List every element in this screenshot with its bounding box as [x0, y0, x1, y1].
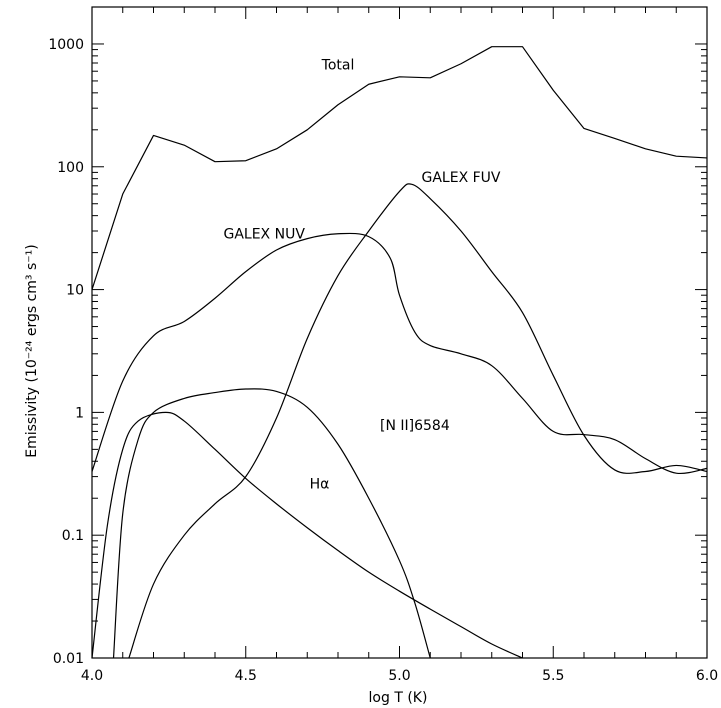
- x-axis-label: log T (K): [369, 690, 428, 706]
- x-tick-label: 5.0: [388, 668, 410, 684]
- axis-ticks: 4.0 4.5 5.0 5.5 6.0 0.01 0.1 1 10 100 1000: [48, 6, 718, 684]
- x-tick-label: 5.5: [542, 668, 564, 684]
- y-tick-label: 0.1: [62, 528, 84, 544]
- label-total: Total: [321, 57, 355, 73]
- curve-labels: Total GALEX FUV GALEX NUV [N II]6584 Hα: [223, 57, 500, 492]
- y-tick-label: 1000: [48, 37, 84, 53]
- y-tick-label: 10: [66, 283, 84, 299]
- label-h: Hα: [310, 477, 330, 493]
- curve-total: [91, 46, 708, 290]
- y-tick-label: 1: [75, 405, 84, 421]
- x-tick-label: 6.0: [696, 668, 718, 684]
- x-tick-label: 4.0: [81, 668, 103, 684]
- label-galex-nuv: GALEX NUV: [223, 227, 305, 243]
- curve-galex-fuv: [128, 183, 708, 659]
- y-tick-label: 0.01: [53, 651, 84, 667]
- x-tick-label: 4.5: [235, 668, 257, 684]
- curve-galex-nuv: [91, 232, 708, 475]
- y-axis-label: Emissivity (10⁻²⁴ ergs cm³ s⁻¹): [24, 244, 40, 458]
- y-tick-label: 100: [57, 160, 84, 176]
- curve-n-ii-6584: [112, 388, 431, 659]
- label-n-ii-6584: [N II]6584: [380, 418, 450, 434]
- label-galex-fuv: GALEX FUV: [422, 170, 501, 186]
- curve-h: [91, 411, 523, 659]
- data-curves: [91, 46, 708, 659]
